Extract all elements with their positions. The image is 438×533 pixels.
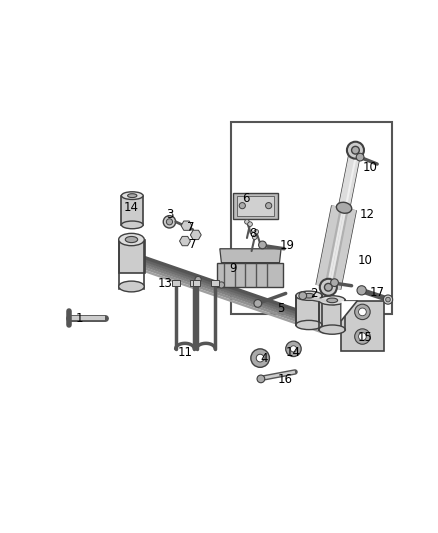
Text: 5: 5	[277, 302, 285, 316]
Circle shape	[254, 300, 261, 308]
Circle shape	[245, 220, 249, 224]
Text: 12: 12	[360, 208, 374, 221]
Ellipse shape	[319, 296, 346, 305]
Circle shape	[256, 354, 264, 362]
Ellipse shape	[320, 279, 337, 296]
Circle shape	[257, 375, 265, 383]
Circle shape	[359, 333, 366, 341]
Text: 6: 6	[242, 192, 249, 205]
Text: 9: 9	[229, 262, 237, 274]
Bar	[233, 192, 278, 220]
Ellipse shape	[125, 237, 138, 243]
Circle shape	[386, 297, 390, 302]
Bar	[231, 122, 392, 314]
Circle shape	[357, 286, 366, 295]
Ellipse shape	[121, 221, 143, 229]
Circle shape	[163, 216, 176, 228]
Ellipse shape	[121, 192, 143, 199]
Text: 1: 1	[76, 312, 83, 325]
Circle shape	[195, 277, 201, 282]
Ellipse shape	[325, 284, 332, 291]
Circle shape	[239, 203, 245, 209]
Text: 4: 4	[260, 352, 268, 365]
Circle shape	[251, 349, 269, 367]
Text: 17: 17	[370, 286, 385, 299]
Polygon shape	[342, 301, 357, 320]
Ellipse shape	[304, 294, 314, 298]
Text: 16: 16	[277, 373, 293, 386]
Text: 8: 8	[250, 227, 257, 240]
Circle shape	[218, 282, 224, 288]
Bar	[119, 239, 145, 273]
Bar	[172, 280, 180, 286]
Bar	[296, 296, 322, 325]
Text: 7: 7	[189, 238, 197, 251]
Polygon shape	[220, 249, 281, 263]
Polygon shape	[191, 230, 201, 239]
Circle shape	[356, 154, 364, 161]
Circle shape	[248, 222, 252, 227]
Ellipse shape	[296, 320, 322, 329]
Ellipse shape	[127, 193, 137, 198]
Circle shape	[286, 341, 301, 357]
Bar	[342, 301, 384, 351]
Circle shape	[383, 295, 392, 304]
Text: 2: 2	[311, 287, 318, 300]
Text: 7: 7	[187, 222, 194, 235]
Bar	[193, 280, 201, 286]
Polygon shape	[180, 237, 191, 246]
Circle shape	[355, 329, 370, 344]
Text: 14: 14	[123, 201, 138, 214]
Polygon shape	[181, 221, 192, 230]
Circle shape	[359, 308, 366, 316]
Circle shape	[290, 346, 297, 352]
Circle shape	[166, 219, 173, 225]
Bar	[121, 196, 143, 225]
Ellipse shape	[319, 325, 346, 334]
Ellipse shape	[347, 142, 364, 159]
Circle shape	[299, 292, 307, 300]
Circle shape	[258, 241, 266, 249]
Text: 15: 15	[357, 331, 372, 344]
Circle shape	[355, 304, 370, 320]
Ellipse shape	[327, 298, 338, 303]
Text: 11: 11	[177, 346, 192, 359]
Text: 3: 3	[166, 208, 173, 221]
Circle shape	[331, 279, 339, 287]
Circle shape	[252, 235, 257, 239]
Text: 10: 10	[358, 254, 373, 267]
Ellipse shape	[296, 291, 322, 301]
Bar	[237, 196, 274, 216]
Text: 14: 14	[286, 346, 301, 359]
Bar	[211, 280, 219, 286]
Circle shape	[265, 203, 272, 209]
Bar	[191, 280, 198, 286]
Text: 10: 10	[363, 161, 378, 174]
Bar	[218, 263, 283, 287]
Bar	[319, 301, 346, 329]
Text: 19: 19	[280, 239, 295, 252]
Ellipse shape	[352, 147, 359, 154]
Circle shape	[254, 230, 258, 234]
Text: 13: 13	[158, 277, 173, 290]
Ellipse shape	[119, 281, 144, 292]
Ellipse shape	[119, 233, 144, 246]
Ellipse shape	[336, 202, 352, 213]
